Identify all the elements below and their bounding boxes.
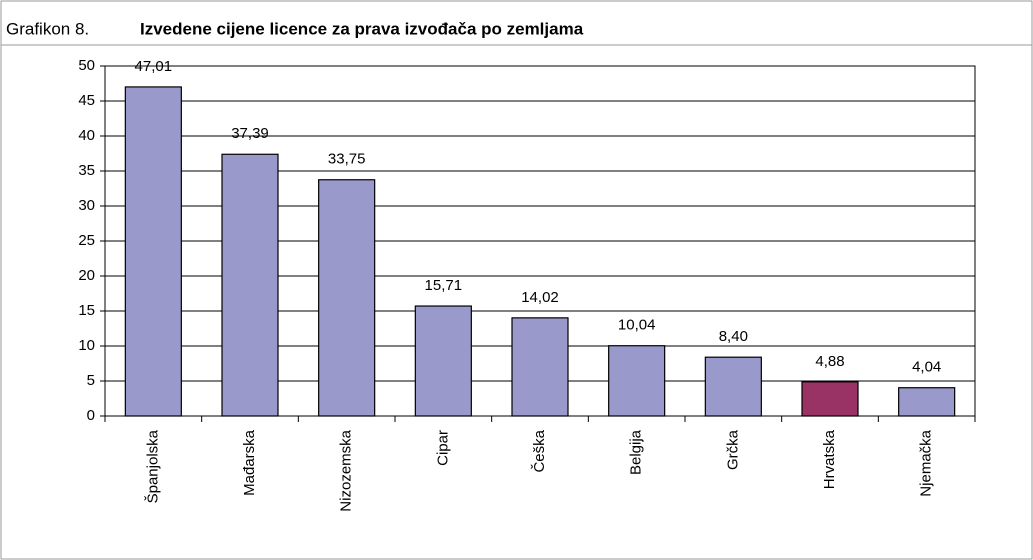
y-tick-label: 5: [87, 372, 95, 389]
bar: [704, 356, 762, 417]
x-tick-label: Cipar: [434, 430, 451, 466]
value-label: 4,04: [912, 359, 941, 376]
y-tick-label: 35: [78, 162, 95, 179]
bar: [124, 86, 182, 417]
x-tick-label: Njemačka: [918, 429, 935, 496]
bar: [318, 179, 376, 417]
value-label: 33,75: [328, 151, 366, 168]
x-tick-label: Grčka: [724, 429, 741, 470]
value-label: 8,40: [719, 328, 748, 345]
y-tick-label: 30: [78, 197, 95, 214]
value-label: 15,71: [425, 277, 463, 294]
bar: [511, 317, 569, 417]
value-label: 10,04: [618, 317, 656, 334]
y-tick-label: 20: [78, 267, 95, 284]
bar: [608, 345, 666, 417]
bar: [414, 305, 472, 417]
y-tick-label: 45: [78, 92, 95, 109]
value-label: 47,01: [135, 58, 173, 75]
y-tick-label: 15: [78, 302, 95, 319]
chart-label: Grafikon 8.: [6, 19, 89, 38]
chart-title: Izvedene cijene licence za prava izvođač…: [140, 19, 584, 38]
bar: [221, 153, 279, 417]
y-tick-label: 0: [87, 407, 95, 424]
value-label: 4,88: [815, 353, 844, 370]
x-tick-label: Hrvatska: [821, 429, 838, 489]
bar: [898, 387, 956, 417]
x-tick-label: Španjolska: [144, 429, 161, 503]
value-label: 37,39: [231, 125, 269, 142]
bar: [801, 381, 859, 417]
y-tick-label: 40: [78, 127, 95, 144]
x-tick-label: Mađarska: [241, 429, 258, 496]
value-label: 14,02: [521, 289, 559, 306]
x-tick-label: Češka: [531, 429, 548, 472]
x-tick-label: Nizozemska: [338, 429, 355, 511]
y-tick-label: 10: [78, 337, 95, 354]
y-tick-label: 25: [78, 232, 95, 249]
y-tick-label: 50: [78, 57, 95, 74]
x-tick-label: Belgija: [628, 429, 645, 475]
